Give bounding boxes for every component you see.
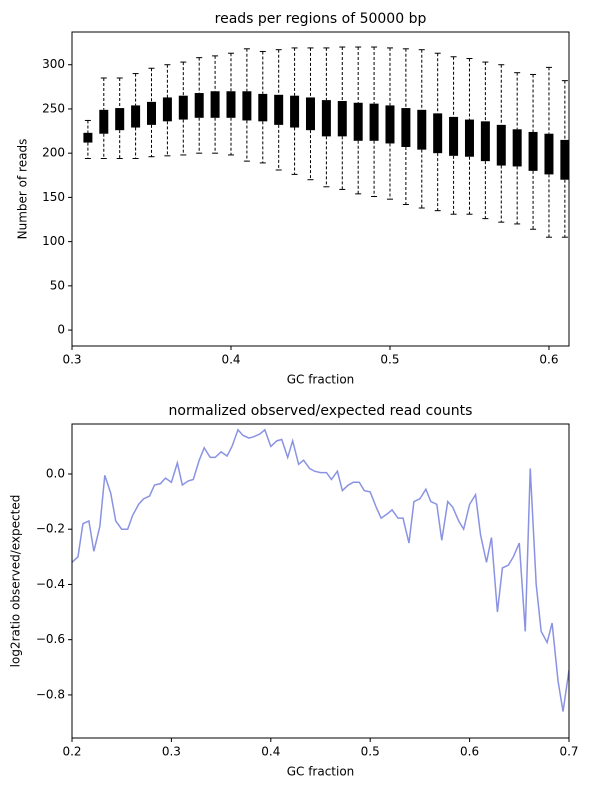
box	[83, 132, 93, 143]
box	[560, 139, 570, 180]
box	[353, 102, 363, 141]
x-axis-label: GC fraction	[287, 765, 355, 779]
box	[321, 100, 331, 137]
chart-title: normalized observed/expected read counts	[169, 403, 473, 419]
box	[162, 97, 172, 122]
box	[496, 124, 506, 166]
y-tick-label: 0	[57, 323, 65, 337]
box	[178, 95, 188, 120]
x-tick-label: 0.6	[539, 353, 558, 367]
y-tick-label: −0.8	[36, 687, 65, 701]
x-tick-label: 0.4	[221, 353, 240, 367]
box	[417, 109, 427, 150]
box	[146, 101, 156, 125]
y-tick-label: −0.2	[36, 522, 65, 536]
x-tick-label: 0.2	[62, 745, 81, 759]
box	[274, 94, 284, 125]
y-tick-label: 150	[42, 190, 65, 204]
plot-frame	[71, 423, 570, 739]
box	[258, 93, 268, 122]
box	[305, 97, 315, 131]
y-tick-label: 100	[42, 234, 65, 248]
y-tick-label: 200	[42, 146, 65, 160]
data-line	[72, 428, 569, 712]
y-axis-label: log2ratio observed/expected	[9, 495, 23, 668]
y-axis-label: Number of reads	[16, 139, 30, 240]
box	[464, 119, 474, 157]
box	[528, 131, 538, 171]
y-tick-label: −0.4	[36, 577, 65, 591]
box	[449, 116, 459, 156]
box	[210, 91, 220, 118]
x-axis-label: GC fraction	[287, 373, 355, 387]
x-tick-label: 0.3	[162, 745, 181, 759]
x-tick-label: 0.3	[62, 353, 81, 367]
box	[480, 121, 490, 162]
x-tick-label: 0.5	[361, 745, 380, 759]
y-tick-label: 250	[42, 101, 65, 115]
box	[401, 108, 411, 147]
box	[242, 91, 252, 121]
x-tick-label: 0.5	[380, 353, 399, 367]
y-tick-label: 0.0	[46, 466, 65, 480]
box	[512, 129, 522, 167]
chart-title: reads per regions of 50000 bp	[215, 11, 427, 27]
plot-frame	[71, 31, 570, 347]
y-tick-label: −0.6	[36, 632, 65, 646]
box	[369, 103, 379, 141]
box	[544, 133, 554, 175]
box	[99, 109, 109, 134]
box	[337, 100, 347, 137]
box	[115, 108, 125, 131]
box	[290, 95, 300, 128]
x-tick-label: 0.4	[261, 745, 280, 759]
box	[226, 91, 236, 118]
box	[131, 105, 141, 128]
box	[385, 105, 395, 144]
y-tick-label: 300	[42, 57, 65, 71]
x-tick-label: 0.7	[559, 745, 578, 759]
box	[194, 93, 204, 118]
x-tick-label: 0.6	[460, 745, 479, 759]
box	[433, 113, 443, 154]
y-tick-label: 50	[50, 278, 65, 292]
